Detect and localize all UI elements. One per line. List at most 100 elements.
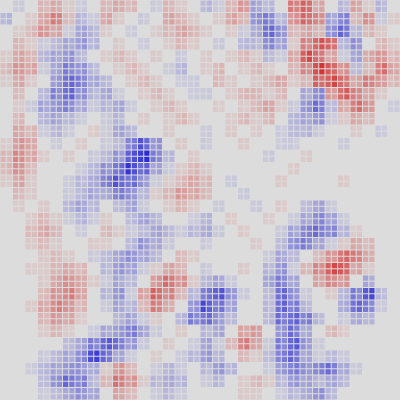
- heatmap-cell: [175, 394, 181, 400]
- heatmap-cell: [288, 88, 294, 94]
- heatmap-cell: [338, 319, 344, 325]
- heatmap-cell: [206, 38, 212, 44]
- heatmap-cell: [150, 394, 156, 400]
- heatmap-cell: [131, 150, 137, 156]
- heatmap-cell: [0, 100, 6, 106]
- heatmap-cell: [238, 163, 244, 169]
- heatmap-cell: [394, 13, 400, 19]
- heatmap-cell: [394, 306, 400, 312]
- heatmap-cell: [175, 75, 181, 81]
- heatmap-cell: [188, 338, 194, 344]
- heatmap-cell: [225, 181, 231, 187]
- heatmap-cell: [306, 244, 312, 250]
- heatmap-cell: [50, 375, 56, 381]
- heatmap-cell: [356, 238, 362, 244]
- heatmap-cell: [69, 163, 75, 169]
- heatmap-cell: [356, 225, 362, 231]
- heatmap-cell: [363, 244, 369, 250]
- heatmap-cell: [356, 300, 362, 306]
- heatmap-cell: [388, 194, 394, 200]
- heatmap-cell: [6, 375, 12, 381]
- heatmap-cell: [350, 69, 356, 75]
- heatmap-cell: [194, 6, 200, 12]
- heatmap-cell: [244, 119, 250, 125]
- heatmap-cell: [288, 56, 294, 62]
- heatmap-cell: [13, 344, 19, 350]
- heatmap-cell: [294, 250, 300, 256]
- heatmap-cell: [244, 150, 250, 156]
- heatmap-cell: [131, 394, 137, 400]
- heatmap-cell: [381, 175, 387, 181]
- heatmap-cell: [288, 350, 294, 356]
- heatmap-cell: [188, 81, 194, 87]
- heatmap-cell: [163, 200, 169, 206]
- heatmap-cell: [163, 331, 169, 337]
- heatmap-cell: [238, 119, 244, 125]
- heatmap-cell: [269, 25, 275, 31]
- heatmap-cell: [6, 94, 12, 100]
- heatmap-cell: [350, 194, 356, 200]
- heatmap-cell: [81, 156, 87, 162]
- heatmap-cell: [106, 188, 112, 194]
- heatmap-cell: [250, 113, 256, 119]
- heatmap-cell: [50, 169, 56, 175]
- heatmap-cell: [113, 38, 119, 44]
- heatmap-cell: [263, 300, 269, 306]
- heatmap-cell: [125, 44, 131, 50]
- heatmap-cell: [50, 31, 56, 37]
- heatmap-cell: [394, 375, 400, 381]
- heatmap-cell: [125, 256, 131, 262]
- heatmap-cell: [356, 25, 362, 31]
- heatmap-cell: [394, 63, 400, 69]
- heatmap-cell: [269, 256, 275, 262]
- heatmap-cell: [244, 225, 250, 231]
- heatmap-cell: [363, 313, 369, 319]
- heatmap-cell: [206, 250, 212, 256]
- heatmap-cell: [125, 63, 131, 69]
- heatmap-cell: [131, 119, 137, 125]
- heatmap-cell: [319, 244, 325, 250]
- heatmap-cell: [256, 275, 262, 281]
- heatmap-cell: [306, 63, 312, 69]
- heatmap-cell: [94, 119, 100, 125]
- heatmap-cell: [138, 188, 144, 194]
- heatmap-cell: [300, 194, 306, 200]
- heatmap-cell: [381, 113, 387, 119]
- heatmap-cell: [150, 325, 156, 331]
- heatmap-cell: [213, 250, 219, 256]
- heatmap-cell: [331, 331, 337, 337]
- heatmap-cell: [300, 381, 306, 387]
- heatmap-cell: [206, 394, 212, 400]
- heatmap-cell: [156, 69, 162, 75]
- heatmap-cell: [269, 294, 275, 300]
- heatmap-cell: [331, 300, 337, 306]
- heatmap-cell: [363, 50, 369, 56]
- heatmap-cell: [263, 81, 269, 87]
- heatmap-cell: [38, 44, 44, 50]
- heatmap-cell: [75, 369, 81, 375]
- heatmap-cell: [25, 156, 31, 162]
- heatmap-cell: [213, 200, 219, 206]
- heatmap-cell: [225, 250, 231, 256]
- heatmap-cell: [269, 131, 275, 137]
- heatmap-cell: [244, 25, 250, 31]
- heatmap-cell: [175, 131, 181, 137]
- heatmap-cell: [163, 106, 169, 112]
- heatmap-cell: [88, 313, 94, 319]
- heatmap-cell: [25, 138, 31, 144]
- heatmap-cell: [156, 231, 162, 237]
- heatmap-cell: [181, 219, 187, 225]
- heatmap-cell: [31, 169, 37, 175]
- heatmap-cell: [338, 188, 344, 194]
- heatmap-cell: [169, 350, 175, 356]
- heatmap-cell: [363, 69, 369, 75]
- heatmap-cell: [44, 325, 50, 331]
- heatmap-cell: [131, 63, 137, 69]
- heatmap-cell: [175, 350, 181, 356]
- heatmap-cell: [188, 394, 194, 400]
- heatmap-cell: [381, 375, 387, 381]
- heatmap-cell: [56, 244, 62, 250]
- heatmap-cell: [238, 0, 244, 6]
- heatmap-cell: [381, 356, 387, 362]
- heatmap-cell: [200, 394, 206, 400]
